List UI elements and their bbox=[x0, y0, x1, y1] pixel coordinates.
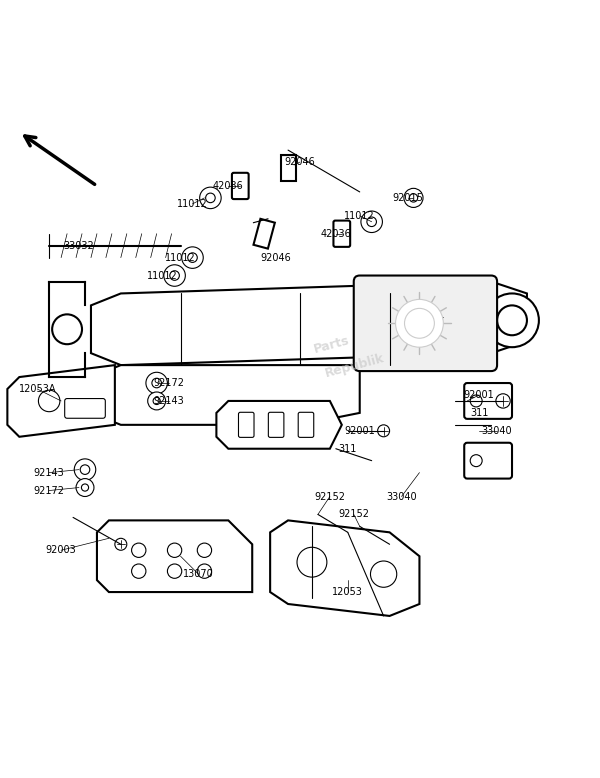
Circle shape bbox=[38, 391, 60, 412]
Circle shape bbox=[76, 478, 94, 496]
Text: 13070: 13070 bbox=[183, 569, 214, 579]
Circle shape bbox=[497, 306, 527, 335]
Circle shape bbox=[167, 564, 182, 578]
Circle shape bbox=[164, 265, 185, 286]
Text: 92003: 92003 bbox=[46, 545, 76, 555]
Text: 33040: 33040 bbox=[386, 492, 417, 502]
Text: 92152: 92152 bbox=[338, 510, 369, 520]
Circle shape bbox=[146, 373, 167, 394]
Text: 33001: 33001 bbox=[410, 312, 441, 322]
Circle shape bbox=[188, 253, 197, 262]
FancyBboxPatch shape bbox=[238, 412, 254, 437]
Text: 92015: 92015 bbox=[392, 193, 423, 203]
Text: 92172: 92172 bbox=[34, 485, 65, 496]
Circle shape bbox=[370, 561, 397, 587]
Text: 33032: 33032 bbox=[64, 240, 94, 251]
PathPatch shape bbox=[217, 401, 342, 449]
Text: 92172: 92172 bbox=[153, 378, 184, 388]
Text: 42036: 42036 bbox=[320, 229, 351, 239]
Circle shape bbox=[470, 395, 482, 407]
Circle shape bbox=[170, 271, 179, 280]
Circle shape bbox=[200, 187, 221, 209]
Text: 92001: 92001 bbox=[344, 426, 375, 436]
Text: 92143: 92143 bbox=[153, 396, 184, 406]
Circle shape bbox=[485, 293, 539, 347]
Bar bbox=[253, 219, 275, 249]
FancyBboxPatch shape bbox=[464, 383, 512, 419]
Text: Republik: Republik bbox=[324, 352, 386, 380]
FancyBboxPatch shape bbox=[354, 275, 497, 371]
Text: Parts: Parts bbox=[312, 334, 350, 356]
PathPatch shape bbox=[91, 282, 527, 365]
Circle shape bbox=[361, 211, 382, 233]
FancyBboxPatch shape bbox=[334, 221, 350, 247]
Circle shape bbox=[297, 547, 327, 577]
Circle shape bbox=[377, 425, 389, 436]
Circle shape bbox=[197, 543, 212, 557]
Text: 92046: 92046 bbox=[261, 253, 292, 263]
Bar bbox=[281, 155, 296, 181]
Text: 12053A: 12053A bbox=[19, 384, 56, 394]
FancyBboxPatch shape bbox=[298, 412, 314, 437]
Circle shape bbox=[82, 484, 89, 491]
Text: 92143: 92143 bbox=[34, 468, 65, 478]
Text: 311: 311 bbox=[338, 443, 357, 454]
Circle shape bbox=[404, 308, 434, 338]
Text: 11012: 11012 bbox=[147, 271, 178, 281]
Circle shape bbox=[152, 378, 161, 387]
FancyBboxPatch shape bbox=[232, 173, 248, 199]
Text: 11012: 11012 bbox=[165, 253, 196, 263]
Circle shape bbox=[470, 454, 482, 467]
Text: 311: 311 bbox=[470, 408, 488, 418]
PathPatch shape bbox=[270, 520, 419, 616]
Circle shape bbox=[367, 217, 376, 226]
Circle shape bbox=[74, 459, 96, 480]
Text: 92001: 92001 bbox=[464, 390, 494, 400]
Circle shape bbox=[496, 394, 510, 408]
Text: 92046: 92046 bbox=[284, 157, 316, 167]
FancyBboxPatch shape bbox=[65, 398, 106, 419]
Circle shape bbox=[404, 188, 423, 208]
Text: 12053: 12053 bbox=[332, 587, 363, 597]
Circle shape bbox=[148, 392, 166, 410]
Circle shape bbox=[197, 564, 212, 578]
Circle shape bbox=[153, 398, 160, 405]
Circle shape bbox=[115, 538, 127, 550]
Text: 11012: 11012 bbox=[344, 211, 375, 221]
FancyBboxPatch shape bbox=[464, 443, 512, 478]
FancyBboxPatch shape bbox=[268, 412, 284, 437]
PathPatch shape bbox=[91, 365, 360, 425]
Circle shape bbox=[167, 543, 182, 557]
Circle shape bbox=[80, 464, 90, 475]
Circle shape bbox=[131, 543, 146, 557]
Text: 92152: 92152 bbox=[314, 492, 346, 502]
Circle shape bbox=[206, 193, 215, 202]
PathPatch shape bbox=[97, 520, 252, 592]
Circle shape bbox=[395, 300, 443, 347]
Circle shape bbox=[409, 194, 418, 202]
PathPatch shape bbox=[7, 365, 115, 436]
Text: 33040: 33040 bbox=[482, 426, 512, 436]
Circle shape bbox=[182, 247, 203, 268]
Circle shape bbox=[52, 314, 82, 344]
Circle shape bbox=[131, 564, 146, 578]
Text: 11012: 11012 bbox=[177, 199, 208, 209]
Text: 42036: 42036 bbox=[213, 181, 244, 191]
